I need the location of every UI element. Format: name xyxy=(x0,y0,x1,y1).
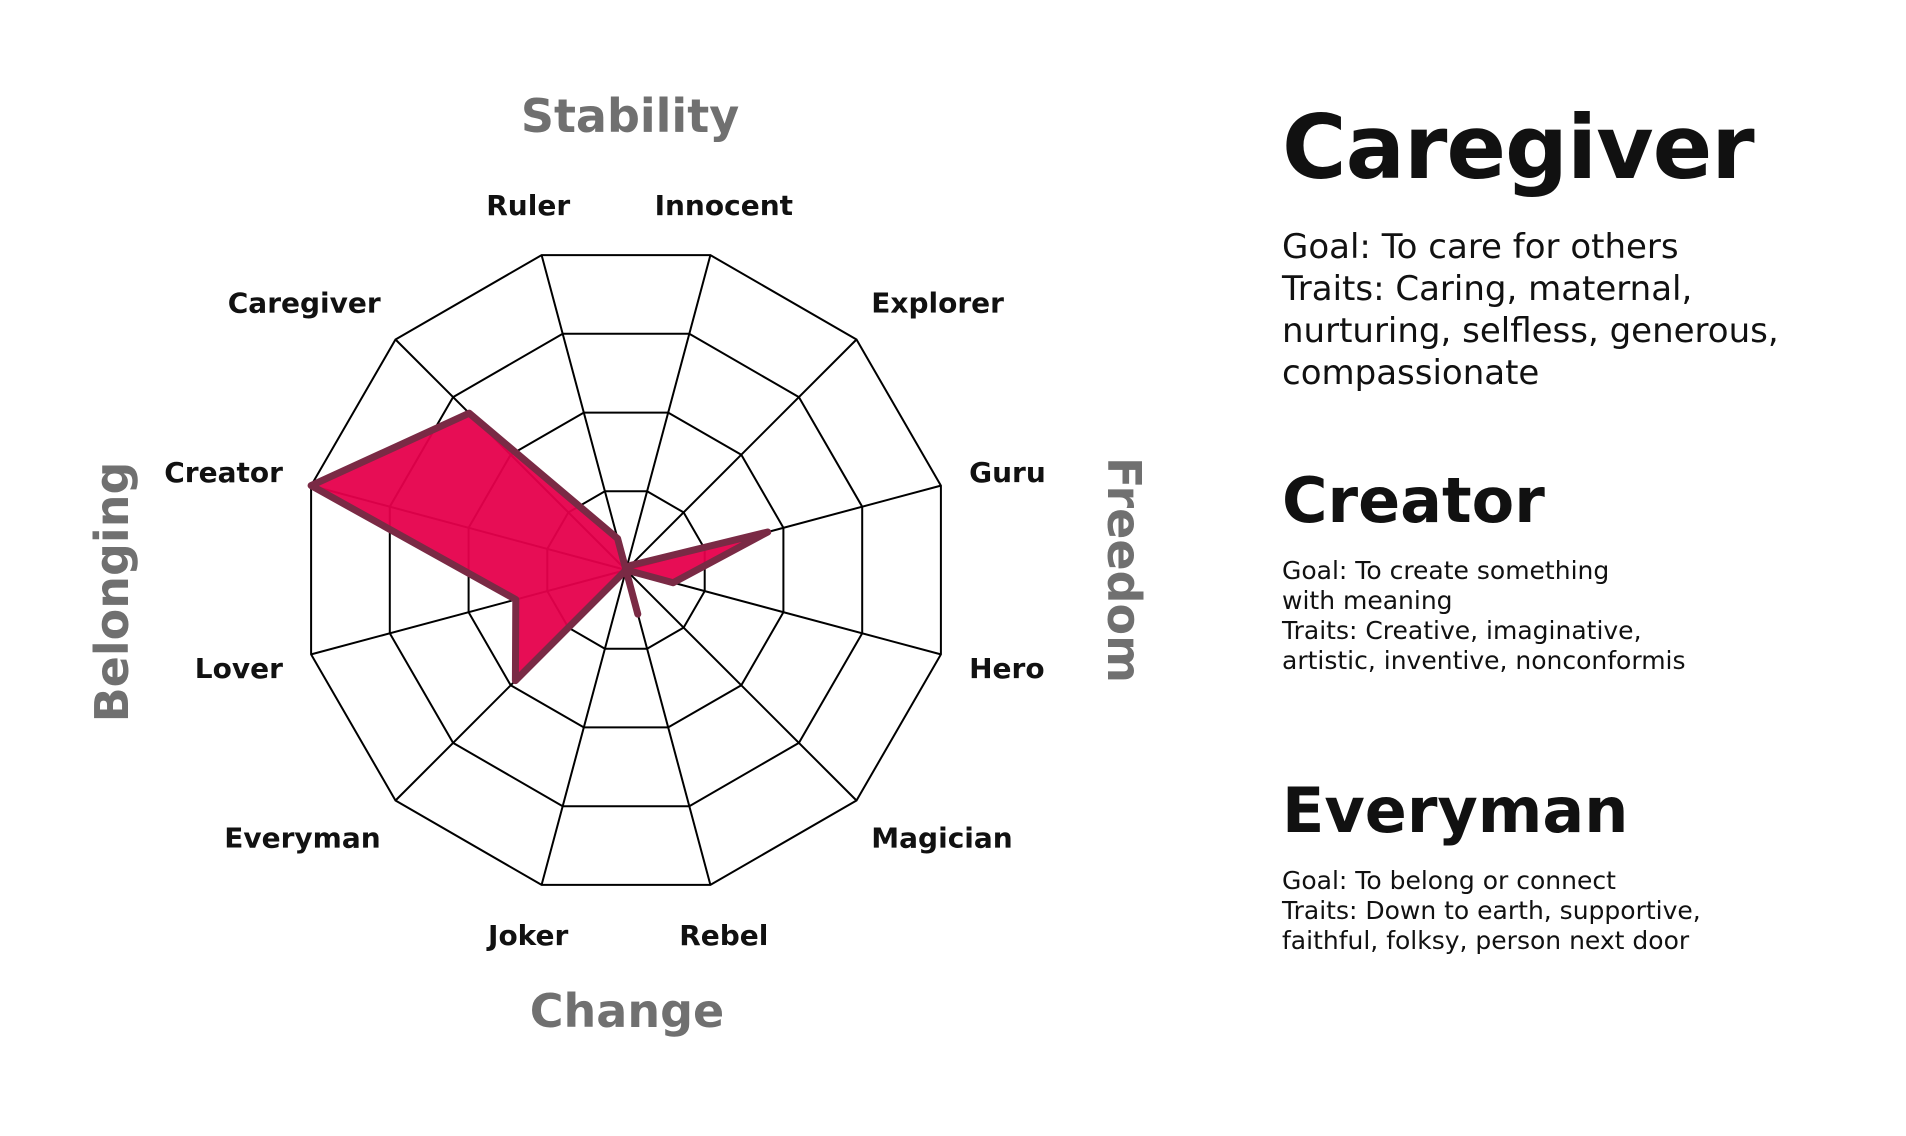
panel-description: Goal: To create something with meaning T… xyxy=(1282,556,1686,676)
panel-title: Everyman xyxy=(1282,774,1629,847)
radar-spoke xyxy=(540,569,627,886)
radar-axis-label: Explorer xyxy=(871,287,1004,320)
panel-line: Goal: To create something xyxy=(1282,556,1610,585)
radar-axis-label: Creator xyxy=(164,456,283,489)
quadrant-label-top: Stability xyxy=(521,89,739,143)
radar-series xyxy=(307,409,772,685)
radar-axis-label: Guru xyxy=(969,456,1046,489)
quadrant-label-right: Freedom xyxy=(1097,457,1151,683)
panel-line: nurturing, selfless, generous, xyxy=(1282,311,1779,351)
panel-line: with meaning xyxy=(1282,586,1453,615)
quadrant-label-bottom: Change xyxy=(530,984,724,1038)
radar-spoke xyxy=(625,569,858,802)
radar-spoke xyxy=(540,254,627,571)
radar-spoke xyxy=(625,338,858,571)
radar-axis-label: Caregiver xyxy=(228,287,381,320)
panel-line: Traits: Down to earth, supportive, xyxy=(1282,896,1701,925)
panel-title: Caregiver xyxy=(1282,96,1755,199)
panel-line: artistic, inventive, nonconformis xyxy=(1282,646,1686,675)
radar-spoke xyxy=(625,569,712,886)
panel-description: Goal: To belong or connect Traits: Down … xyxy=(1282,866,1701,956)
radar-axis-label: Hero xyxy=(969,652,1044,685)
panel-line: Traits: Caring, maternal, xyxy=(1282,269,1693,309)
radar-axis-label: Rebel xyxy=(679,919,768,952)
panel-title: Creator xyxy=(1282,464,1545,537)
radar-spoke xyxy=(625,254,712,571)
panel-line: Goal: To belong or connect xyxy=(1282,866,1616,895)
panel-line: compassionate xyxy=(1282,353,1540,393)
quadrant-label-left: Belonging xyxy=(85,462,139,723)
radar-axis-label: Lover xyxy=(195,652,283,685)
radar-axis-label: Joker xyxy=(486,919,569,952)
radar-axis-label: Innocent xyxy=(655,189,793,222)
radar-series-polygon xyxy=(307,409,772,685)
archetype-panel-caregiver: Caregiver Goal: To care for others Trait… xyxy=(1282,104,1779,394)
panel-line: Goal: To care for others xyxy=(1282,227,1679,267)
radar-axis-label: Magician xyxy=(871,821,1012,854)
radar-axis-labels: Innocent Explorer Guru Hero Magician Rebel Jok… xyxy=(164,189,1046,952)
archetype-panel-everyman: Everyman Goal: To belong or connect Trai… xyxy=(1282,780,1701,956)
radar-spoke xyxy=(625,569,942,656)
radar-axis-label: Everyman xyxy=(224,821,380,854)
panel-description: Goal: To care for others Traits: Caring,… xyxy=(1282,226,1779,394)
panel-line: faithful, folksy, person next door xyxy=(1282,926,1690,955)
archetype-panel-creator: Creator Goal: To create something with m… xyxy=(1282,470,1686,676)
radar-axis-label: Ruler xyxy=(486,189,570,222)
panel-line: Traits: Creative, imaginative, xyxy=(1282,616,1642,645)
